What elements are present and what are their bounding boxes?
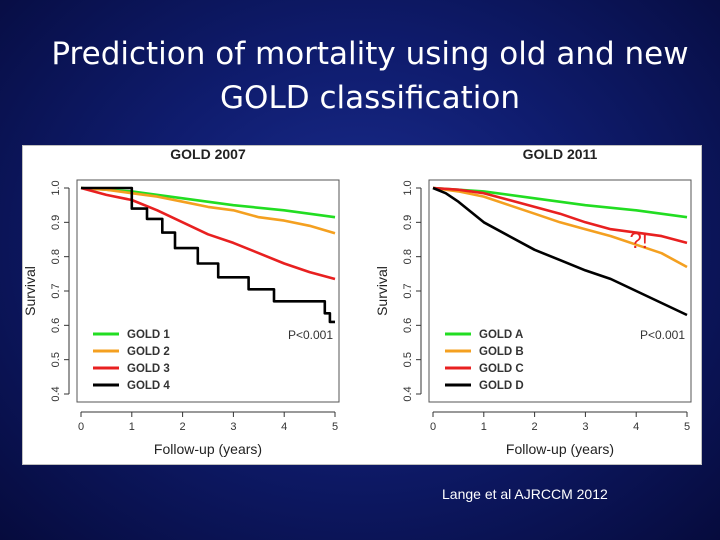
chart-1-series-line-gold-4 <box>81 186 335 324</box>
chart-1-y-tick-label: 0.6 <box>50 318 62 333</box>
chart-1-legend-label: GOLD 2 <box>127 346 170 358</box>
chart-2-p-value: P<0.001 <box>640 328 685 342</box>
slide-title-line-2: GOLD classification <box>220 80 520 116</box>
chart-2-legend-label: GOLD B <box>479 346 524 358</box>
chart-2-x-axis-label: Follow-up (years) <box>506 441 614 457</box>
chart-2-y-tick-label: 0.4 <box>402 386 414 401</box>
chart-1-y-tick-label: 1.0 <box>50 180 62 195</box>
chart-1-x-axis-label: Follow-up (years) <box>154 441 262 457</box>
chart-2-series-line-gold-d <box>432 186 688 317</box>
survival-charts: GOLD 2007 0 1 2 3 4 5 Follow-up (years) 0.4 0.5 0.… <box>23 146 692 457</box>
chart-2-series-line-gold-b <box>432 186 688 269</box>
chart-1-legend-label: GOLD 1 <box>127 329 170 341</box>
chart-2-y-tick-label: 0.5 <box>402 352 414 367</box>
chart-2-legend-label: GOLD D <box>479 380 524 392</box>
chart-1-x-tick-label: 0 <box>78 421 84 433</box>
chart-1-y-tick-label: 0.5 <box>50 352 62 367</box>
chart-1-y-tick-label: 0.9 <box>50 215 62 230</box>
chart-1-y-axis-label: Survival <box>23 266 38 316</box>
chart-2-series-line-gold-c <box>432 186 688 245</box>
figure-panel: GOLD 2007 0 1 2 3 4 5 Follow-up (years) 0.4 0.5 0.… <box>22 145 702 465</box>
chart-1-x-tick-label: 4 <box>281 421 287 433</box>
chart-1-x-tick-label: 1 <box>129 421 135 433</box>
chart-2-y-tick-label: 1.0 <box>402 180 414 195</box>
chart-2-x-tick-label: 0 <box>430 421 436 433</box>
chart-1-legend-label: GOLD 4 <box>127 380 170 392</box>
chart-1-plot-box <box>76 179 340 403</box>
chart-1-y-tick-label: 0.8 <box>50 249 62 264</box>
chart-2-x-tick-label: 5 <box>684 421 690 433</box>
chart-1-y-tick-label: 0.4 <box>50 386 62 401</box>
chart-2-legend-label: GOLD A <box>479 329 523 341</box>
chart-1-title: GOLD 2007 <box>170 146 246 162</box>
chart-1-p-value: P<0.001 <box>288 328 333 342</box>
chart-2-x-tick-label: 4 <box>633 421 639 433</box>
chart-2-y-tick-label: 0.9 <box>402 215 414 230</box>
chart-1-series-line-gold-3 <box>80 186 336 281</box>
chart-2-y-axis-label: Survival <box>374 266 390 316</box>
chart-2-y-tick-label: 0.6 <box>402 318 414 333</box>
chart-1-y-tick-label: 0.7 <box>50 283 62 298</box>
chart-2-x-tick-label: 3 <box>582 421 588 433</box>
slide-title-line-1: Prediction of mortality using old and ne… <box>51 36 689 72</box>
chart-2-title: GOLD 2011 <box>523 146 598 162</box>
chart-1-legend-label: GOLD 3 <box>127 363 170 375</box>
chart-1-x-tick-label: 5 <box>332 421 338 433</box>
citation: Lange et al AJRCCM 2012 <box>442 486 608 502</box>
chart-2-plot-box <box>428 179 692 403</box>
chart-2-y-tick-label: 0.8 <box>402 249 414 264</box>
chart-2-y-tick-label: 0.7 <box>402 283 414 298</box>
chart-2-x-tick-label: 1 <box>481 421 487 433</box>
chart-1-x-tick-label: 3 <box>230 421 236 433</box>
chart-2-legend-label: GOLD C <box>479 363 524 375</box>
chart-1-series-line-gold-2 <box>80 186 336 235</box>
chart-2-callout: ?! <box>630 228 648 253</box>
slide-title: Prediction of mortality using old and ne… <box>40 32 700 120</box>
chart-2-x-tick-label: 2 <box>532 421 538 433</box>
chart-1-x-tick-label: 2 <box>180 421 186 433</box>
